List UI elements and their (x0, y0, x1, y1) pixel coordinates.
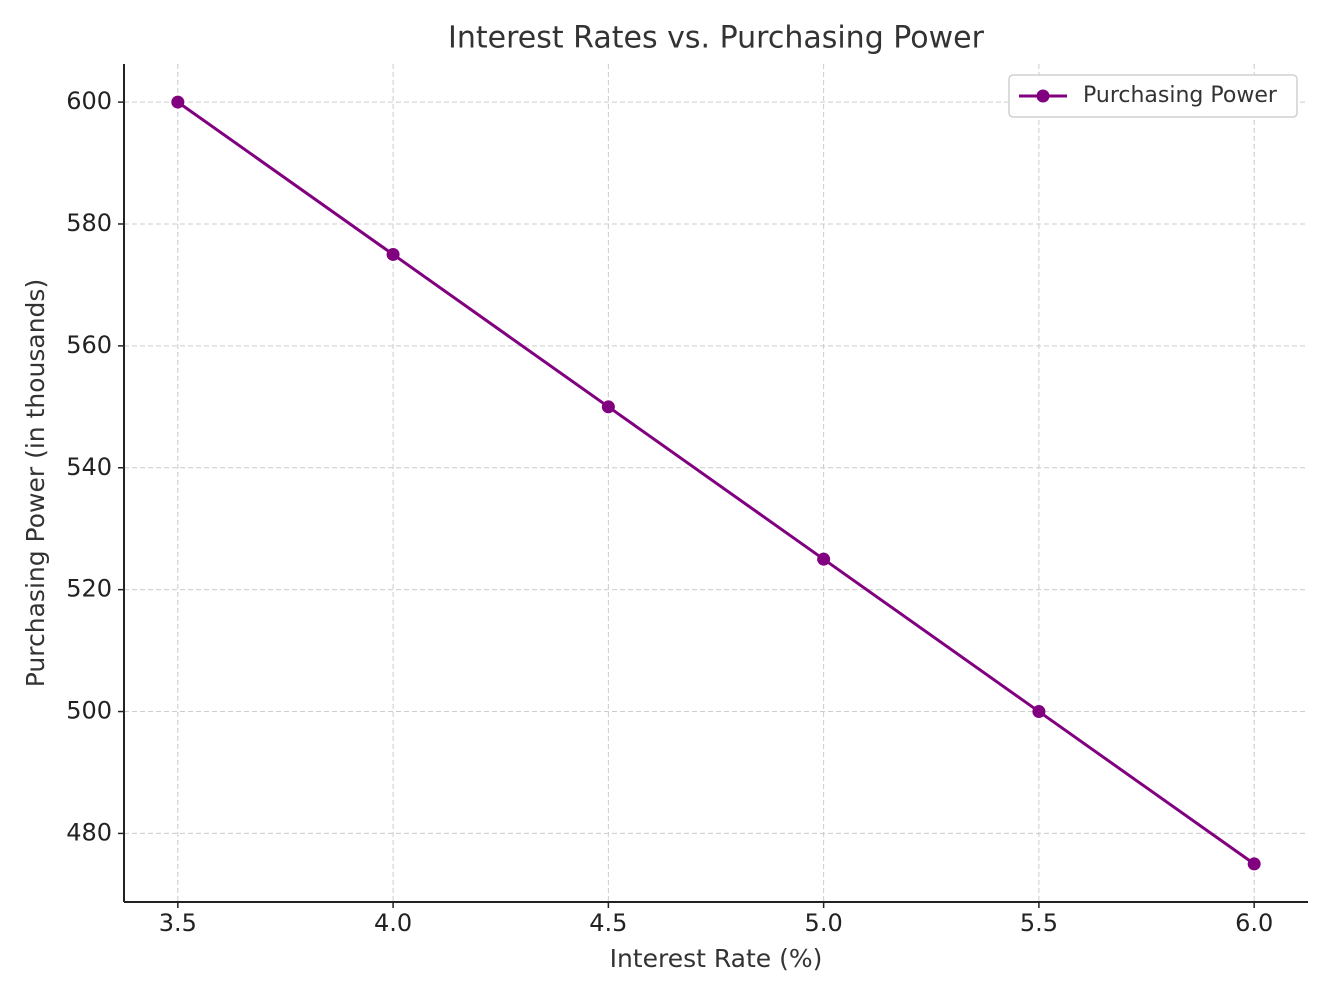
marker (386, 247, 400, 261)
marker (1032, 705, 1046, 719)
x-tick-label: 5.0 (805, 909, 843, 937)
marker (171, 95, 185, 109)
x-tick-label: 6.0 (1235, 909, 1273, 937)
legend-box (1008, 74, 1298, 118)
x-axis-label: Interest Rate (%) (610, 944, 823, 973)
x-tick-label: 4.0 (374, 909, 412, 937)
x-tick-label: 4.5 (589, 909, 627, 937)
legend-marker (1036, 89, 1050, 103)
marker (817, 552, 831, 566)
y-tick-label: 600 (66, 87, 112, 115)
y-tick-label: 520 (66, 575, 112, 603)
line (176, 100, 1256, 866)
y-tick-label: 480 (66, 818, 112, 846)
x-tick-label: 5.5 (1020, 909, 1058, 937)
y-tick-label: 580 (66, 209, 112, 237)
y-tick-label: 500 (66, 697, 112, 725)
y-tick-label: 540 (66, 453, 112, 481)
x-tick-label: 3.5 (159, 909, 197, 937)
chart-title: Interest Rates vs. Purchasing Power (448, 21, 985, 56)
y-tick-label: 560 (66, 331, 112, 359)
marker (601, 400, 615, 414)
legend-label: Purchasing Power (1083, 83, 1278, 108)
y-axis-label: Purchasing Power (in thousands) (21, 279, 50, 687)
marker (1247, 857, 1261, 871)
